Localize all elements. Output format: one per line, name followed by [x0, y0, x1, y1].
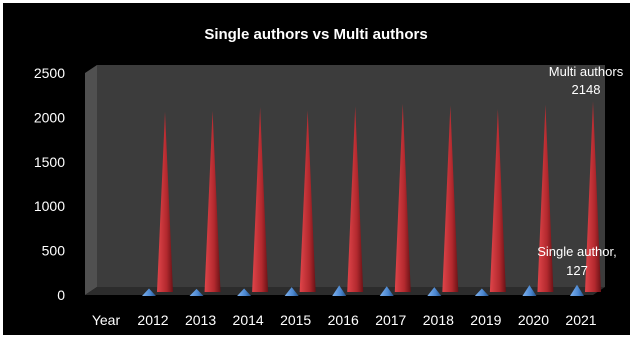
x-tick-label: 2014	[233, 312, 264, 328]
multi-authors-cone	[489, 109, 506, 293]
multi-authors-cone	[157, 111, 173, 293]
plot-background	[85, 65, 605, 295]
data-label: Multi authors	[549, 64, 624, 79]
data-labels: Multi authors 2148 Single author, 127	[537, 64, 623, 278]
x-tick-label: 2017	[375, 312, 406, 328]
y-tick-label: 1500	[34, 154, 65, 170]
single-author-cone	[142, 288, 156, 296]
single-author-cone	[474, 288, 489, 296]
multi-authors-series	[157, 101, 601, 293]
side-wall	[85, 65, 97, 295]
single-author-cone	[284, 287, 299, 296]
single-author-series	[142, 284, 584, 296]
single-author-cone	[189, 288, 204, 296]
x-tick-label: 2018	[423, 312, 454, 328]
multi-authors-cone	[299, 110, 316, 293]
single-author-cone	[332, 285, 347, 296]
multi-authors-cone	[585, 101, 601, 292]
multi-authors-cone	[347, 106, 364, 293]
x-tick-label: 2021	[565, 312, 596, 328]
y-tick-label: 1000	[34, 198, 65, 214]
single-author-cone	[427, 287, 442, 296]
x-tick-label: 2012	[137, 312, 168, 328]
x-tick-label: 2016	[328, 312, 359, 328]
multi-authors-cone	[204, 110, 221, 293]
chart-frame: Single authors vs Multi authors 0 500 1000…	[3, 3, 630, 335]
x-axis-ticks: Year 2012 2013 2014 2015 2016 2017 2018 2019 2020…	[92, 312, 597, 328]
single-author-cone	[237, 288, 252, 296]
y-tick-label: 0	[57, 287, 65, 303]
y-tick-label: 2000	[34, 109, 65, 125]
single-author-cone	[522, 285, 537, 296]
data-label: 2148	[572, 82, 601, 97]
x-axis-header: Year	[92, 312, 121, 328]
y-tick-label: 2500	[34, 65, 65, 81]
y-axis-ticks: 0 500 1000 1500 2000 2500	[34, 65, 65, 303]
chart: Single authors vs Multi authors 0 500 1000…	[34, 26, 624, 328]
data-label: Single author,	[537, 244, 617, 259]
multi-authors-cone	[537, 104, 554, 292]
multi-authors-cone	[394, 103, 411, 292]
multi-authors-cone	[252, 107, 269, 293]
x-tick-label: 2019	[470, 312, 501, 328]
multi-authors-cone	[442, 105, 459, 293]
x-tick-label: 2013	[185, 312, 216, 328]
single-author-cone	[570, 284, 584, 296]
y-tick-label: 500	[42, 243, 66, 259]
data-label: 127	[566, 263, 588, 278]
x-tick-label: 2015	[280, 312, 311, 328]
chart-title: Single authors vs Multi authors	[204, 26, 427, 43]
back-wall	[97, 65, 605, 287]
single-author-cone	[379, 286, 394, 296]
x-tick-label: 2020	[518, 312, 549, 328]
